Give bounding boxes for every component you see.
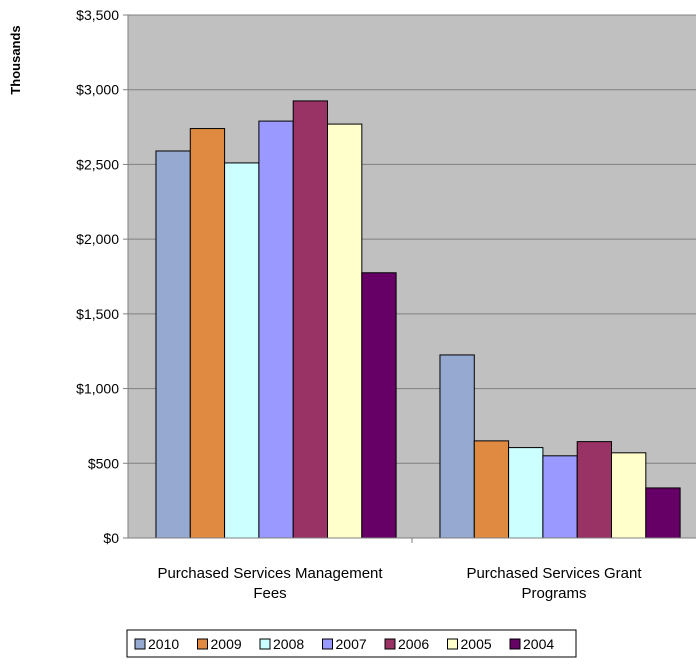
bar-2004-cat2 [645,487,681,539]
y-tick-label: $3,500 [76,7,119,23]
bar-2005-cat1 [327,123,363,539]
legend-swatch-2005 [447,638,458,650]
bar-2006-cat1 [292,100,329,539]
legend-label-2007: 2007 [336,636,367,652]
axes [127,15,696,539]
category-label: Purchased Services Management [157,565,383,582]
bar-2007-cat1 [258,120,294,539]
bar-2008-cat2 [508,447,544,539]
bar-2009-cat1 [189,128,226,539]
y-tick-label: $0 [103,530,119,546]
y-axis-title: Thousands [8,25,23,94]
legend-swatch-2010 [134,638,146,650]
x-category-labels: Purchased Services Management Fees Purchas… [157,565,642,602]
y-tick-label: $2,000 [76,231,119,247]
y-tick-label: $500 [88,455,119,471]
legend-swatch-2004 [509,638,521,650]
legend-swatch-2006 [384,638,396,650]
legend-label-2006: 2006 [398,636,429,652]
legend-swatch-2008 [259,638,271,650]
category-label: Purchased Services Grant [466,565,642,582]
legend-label-2004: 2004 [523,636,554,652]
y-tick-label: $1,500 [76,306,119,322]
y-tick-label: $3,000 [76,82,119,98]
bar-2010-cat1 [155,150,191,539]
y-tick-labels: $0 $500 $1,000 $1,500 $2,000 $2,500 $3,000 $3,5… [76,7,128,546]
y-tick-label: $1,000 [76,381,119,397]
bar-2009-cat2 [473,440,510,539]
legend-label-2008: 2008 [273,636,304,652]
legend-swatch-2009 [197,638,208,650]
legend: 2010 2009 2008 2007 2006 2005 2004 [126,629,577,658]
category-label: Fees [253,585,286,602]
bar-2004-cat1 [361,272,397,539]
bar-2007-cat2 [542,455,578,539]
category-label: Programs [521,585,586,602]
bar-2010-cat2 [439,354,475,539]
legend-label-2010: 2010 [148,636,179,652]
bar-2008-cat1 [224,162,260,539]
legend-label-2005: 2005 [461,636,492,652]
y-tick-label: $2,500 [76,156,119,172]
bar-2005-cat2 [611,452,647,539]
legend-swatch-2007 [322,638,333,650]
legend-label-2009: 2009 [211,636,242,652]
bar-2006-cat2 [576,441,613,539]
